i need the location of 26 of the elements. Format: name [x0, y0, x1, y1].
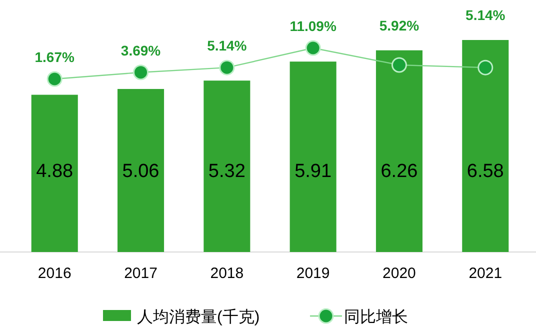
bar — [376, 50, 422, 252]
x-tick-label: 2020 — [382, 265, 416, 282]
data-label: 5.92% — [379, 17, 420, 34]
x-tick-label: 2016 — [38, 265, 72, 282]
data-label: 6.26 — [380, 161, 418, 182]
legend-label: 人均消费量(千克) — [137, 308, 260, 326]
data-label: 5.06 — [122, 161, 160, 182]
bar — [462, 40, 509, 252]
data-label: 1.67% — [34, 49, 76, 65]
legend-label: 同比增长 — [344, 308, 408, 326]
data-label: 5.14% — [466, 7, 506, 23]
data-label: 11.09% — [290, 18, 337, 34]
x-tick-label: 2018 — [210, 265, 244, 282]
data-label: 5.32 — [208, 161, 246, 182]
data-label: 6.58 — [466, 161, 504, 182]
data-label: 3.69% — [120, 42, 162, 58]
data-label: 5.14% — [207, 38, 248, 54]
bar — [118, 88, 164, 252]
bar — [204, 80, 250, 252]
x-tick-label: 2021 — [468, 265, 502, 282]
bar — [290, 62, 336, 252]
x-tick-label: 2017 — [124, 265, 158, 282]
bar — [31, 94, 78, 252]
data-label: 5.91 — [294, 161, 332, 182]
data-label: 4.88 — [36, 161, 74, 182]
x-tick-label: 2019 — [296, 265, 330, 282]
